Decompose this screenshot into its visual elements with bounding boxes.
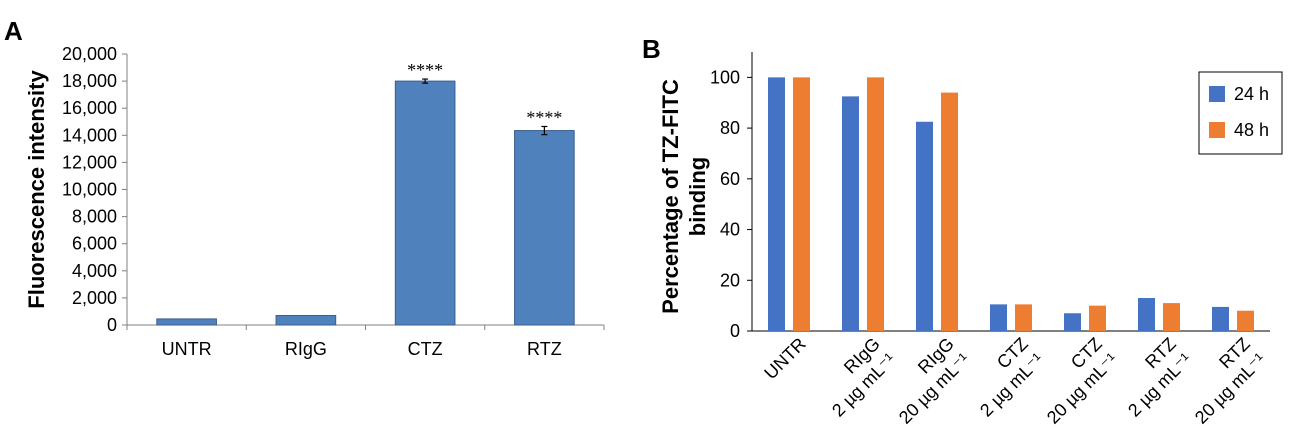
y-tick-label: 6,000 [72,234,117,254]
legend-box [1198,71,1283,155]
y-axis-title: Percentage of TZ-FITCbinding [658,79,710,314]
legend-swatch [1209,86,1225,102]
x-tick-label: UNTR [162,339,212,359]
y-tick-label: 14,000 [62,125,117,145]
significance-label: **** [407,60,443,80]
bar [394,80,456,326]
y-tick-label: 8,000 [72,207,117,227]
y-tick-label: 20 [720,270,740,290]
bar-24h [990,304,1007,331]
chart-b: 0 20 40 60 80 100 UNTR RIgG2 µg mL⁻¹ RIgG20 µg m… [658,52,1283,428]
y-tick-label: 40 [720,220,740,240]
panel-label-b: B [642,34,661,64]
x-tick-label: RIgG [285,339,327,359]
x-tick-label: RIgG20 µg mL⁻¹ [879,334,973,428]
y-tick-label: 0 [730,321,740,341]
x-tick-label-line: UNTR [760,334,809,383]
x-tick-label: RIgG2 µg mL⁻¹ [812,334,899,421]
y-tick-label: 18,000 [62,71,117,91]
bar-24h [768,77,785,331]
bar-24h [916,121,933,331]
y-tick-label: 80 [720,118,740,138]
y-tick-label: 2,000 [72,288,117,308]
panel-label-a: A [4,16,23,46]
legend-label: 48 h [1234,120,1269,140]
y-axis-title-line: Percentage of TZ-FITC [658,79,683,314]
bar-48h [793,77,810,331]
y-tick-label: 4,000 [72,261,117,281]
significance-label: **** [526,107,562,127]
x-tick-label: RTZ2 µg mL⁻¹ [1108,334,1195,421]
bar-48h [867,77,884,331]
bar-48h [1089,305,1106,331]
bar-48h [941,92,958,331]
x-tick-label: RTZ [527,339,562,359]
y-axis-title: Fluorescence intensity [24,70,49,309]
chart-a: 0 2,000 4,000 6,000 8,000 10,000 12,000 14,000 1… [24,44,605,359]
bar-24h [1138,298,1155,331]
x-tick-label: CTZ [408,339,443,359]
bar [275,315,337,326]
bar-48h [1237,310,1254,331]
bar-24h [1212,306,1229,331]
y-tick-label: 12,000 [62,152,117,172]
y-tick-label: 10,000 [62,180,117,200]
bar-24h [1064,313,1081,331]
y-tick-label: 0 [107,315,117,335]
y-tick-label: 20,000 [62,44,117,64]
bar-48h [1015,304,1032,331]
x-tick-label: RTZ20 µg mL⁻¹ [1175,334,1269,428]
legend-label: 24 h [1234,84,1269,104]
y-tick-label: 100 [710,67,740,87]
x-tick-label: CTZ2 µg mL⁻¹ [960,334,1047,421]
bar [514,130,575,326]
bar-48h [1163,303,1180,331]
bar [156,318,217,326]
x-tick-label: UNTR [760,334,809,383]
y-tick-label: 60 [720,169,740,189]
x-tick-label: CTZ20 µg mL⁻¹ [1027,334,1121,428]
bar-24h [842,96,859,332]
y-axis-title-line: binding [685,157,710,236]
y-tick-label: 16,000 [62,98,117,118]
legend-swatch [1209,122,1225,138]
